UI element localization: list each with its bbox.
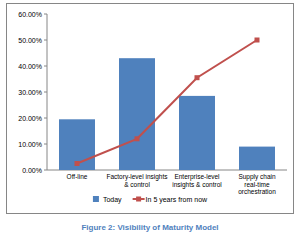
x-tick-label: Factory-level insights& control [106,173,168,188]
bar [59,119,95,170]
bar [119,58,155,170]
x-tick-label: Supply chainreal-timeorchestration [238,173,276,195]
legend: Today In 5 years from now [93,196,208,204]
legend-label: Today [103,196,122,204]
x-tick-label-line: orchestration [238,188,276,195]
legend-marker [136,197,141,202]
marker [135,136,140,141]
chart-root: 0.00% 10.00% 20.00% 30.00% 40.00% 50.00% 60.00… [0,0,300,238]
y-tick-label: 0.00% [22,167,42,174]
x-tick-label-line: & control [124,181,150,188]
line [77,40,257,164]
marker [195,75,200,80]
y-tick-label: 10.00% [18,141,42,148]
x-tick-label-line: real-time [244,181,270,188]
chart-frame [7,4,294,214]
y-tick-label: 20.00% [18,115,42,122]
legend-swatch [93,196,99,202]
caption: Figure 2: Visibility of Maturity Model [81,223,218,232]
x-tick-label: Off-line [67,173,88,180]
legend-label: In 5 years from now [146,196,208,204]
bar [239,147,275,170]
y-tick-label: 50.00% [18,37,42,44]
x-tick-label: Enterprise-levelinsights & control [172,173,222,189]
legend-swatch [133,197,145,202]
marker [75,161,80,166]
y-tick-label: 40.00% [18,63,42,70]
y-axis [47,14,48,170]
x-tick-label-line: Off-line [67,173,88,180]
bar [179,96,215,170]
data-group [59,38,275,171]
marker [255,38,260,43]
x-tick-label-line: insights & control [172,181,222,189]
y-tick-label: 30.00% [18,89,42,96]
y-tick-label: 60.00% [18,11,42,18]
